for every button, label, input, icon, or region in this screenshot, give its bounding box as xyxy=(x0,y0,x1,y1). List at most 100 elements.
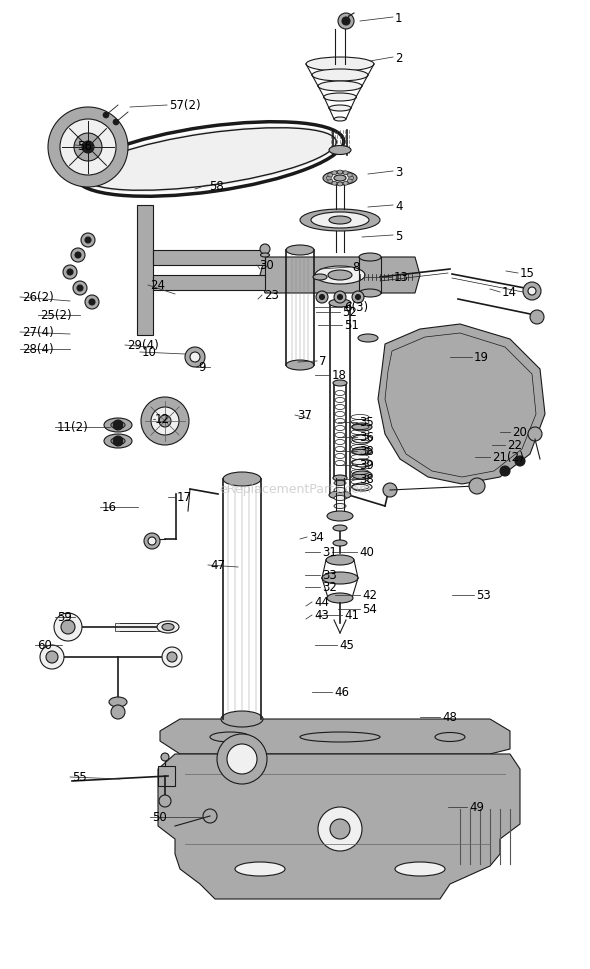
Ellipse shape xyxy=(334,481,346,486)
Ellipse shape xyxy=(312,70,368,82)
Text: 14: 14 xyxy=(502,286,517,299)
Circle shape xyxy=(162,647,182,668)
Text: 54: 54 xyxy=(362,603,377,616)
Circle shape xyxy=(320,296,325,300)
Ellipse shape xyxy=(334,488,346,493)
Circle shape xyxy=(167,652,177,663)
Ellipse shape xyxy=(329,146,351,155)
Polygon shape xyxy=(378,325,545,484)
Circle shape xyxy=(63,266,77,280)
Ellipse shape xyxy=(104,434,132,449)
Circle shape xyxy=(60,120,116,175)
Ellipse shape xyxy=(286,246,314,256)
Text: 5: 5 xyxy=(395,230,402,242)
Ellipse shape xyxy=(162,624,174,631)
Circle shape xyxy=(356,296,360,300)
Circle shape xyxy=(89,299,95,305)
Text: 25(2): 25(2) xyxy=(40,309,71,322)
Text: 1: 1 xyxy=(395,12,402,24)
Text: 2: 2 xyxy=(395,51,402,64)
Circle shape xyxy=(338,14,354,30)
Ellipse shape xyxy=(337,171,343,174)
Circle shape xyxy=(111,705,125,719)
Ellipse shape xyxy=(352,448,372,455)
Text: 11(2): 11(2) xyxy=(57,422,88,434)
Polygon shape xyxy=(158,754,520,899)
Ellipse shape xyxy=(352,459,372,467)
Ellipse shape xyxy=(221,711,263,728)
Text: 42: 42 xyxy=(362,589,377,602)
Text: 45: 45 xyxy=(339,639,354,652)
Text: 20: 20 xyxy=(512,426,527,439)
Ellipse shape xyxy=(329,299,351,308)
Ellipse shape xyxy=(349,176,353,181)
Circle shape xyxy=(46,651,58,664)
Circle shape xyxy=(203,809,217,823)
Text: 22: 22 xyxy=(507,439,522,452)
Text: 58: 58 xyxy=(209,179,224,192)
Text: 33: 33 xyxy=(322,569,337,582)
Circle shape xyxy=(73,282,87,296)
Circle shape xyxy=(85,296,99,310)
Text: 49: 49 xyxy=(469,800,484,814)
Text: 39: 39 xyxy=(359,459,374,472)
Ellipse shape xyxy=(343,182,348,186)
Polygon shape xyxy=(153,251,265,266)
Text: 9: 9 xyxy=(198,361,205,374)
Text: 56: 56 xyxy=(77,140,92,152)
Text: 55: 55 xyxy=(72,770,87,784)
Text: 23: 23 xyxy=(264,289,279,302)
Polygon shape xyxy=(158,766,175,786)
Circle shape xyxy=(113,421,123,430)
Text: 27(4): 27(4) xyxy=(22,327,54,339)
Ellipse shape xyxy=(332,172,337,175)
Text: 59: 59 xyxy=(57,610,72,624)
Circle shape xyxy=(190,353,200,362)
Ellipse shape xyxy=(223,473,261,486)
Polygon shape xyxy=(160,719,510,754)
Circle shape xyxy=(61,620,75,635)
Circle shape xyxy=(85,237,91,244)
Text: 53: 53 xyxy=(476,589,491,602)
Circle shape xyxy=(161,753,169,762)
Text: 35: 35 xyxy=(359,416,373,429)
Ellipse shape xyxy=(313,275,327,281)
Ellipse shape xyxy=(111,422,125,429)
Ellipse shape xyxy=(323,172,357,186)
Text: 28(4): 28(4) xyxy=(22,343,54,357)
Circle shape xyxy=(82,141,94,154)
Polygon shape xyxy=(137,205,153,335)
Text: 57(2): 57(2) xyxy=(169,100,201,112)
Circle shape xyxy=(383,484,397,497)
Circle shape xyxy=(103,112,109,119)
Circle shape xyxy=(113,437,123,447)
Text: 21(2): 21(2) xyxy=(492,451,524,464)
Text: 4: 4 xyxy=(395,200,402,212)
Ellipse shape xyxy=(322,573,358,584)
Text: 6(3): 6(3) xyxy=(344,301,368,314)
Text: 18: 18 xyxy=(332,369,347,382)
Ellipse shape xyxy=(352,435,372,444)
Text: 7: 7 xyxy=(319,355,326,368)
Ellipse shape xyxy=(157,621,179,634)
Ellipse shape xyxy=(315,266,365,285)
Circle shape xyxy=(113,120,119,126)
Text: 26(2): 26(2) xyxy=(22,292,54,304)
Ellipse shape xyxy=(333,381,347,387)
Ellipse shape xyxy=(328,180,333,184)
Ellipse shape xyxy=(359,290,381,297)
Circle shape xyxy=(54,613,82,641)
Circle shape xyxy=(217,735,267,784)
Ellipse shape xyxy=(327,593,353,604)
Text: 32: 32 xyxy=(322,580,337,594)
Circle shape xyxy=(71,249,85,263)
Text: 31: 31 xyxy=(322,546,337,559)
Ellipse shape xyxy=(326,555,354,566)
Circle shape xyxy=(337,296,343,300)
Bar xyxy=(115,623,160,632)
Circle shape xyxy=(227,744,257,774)
Text: 12: 12 xyxy=(155,413,170,426)
Ellipse shape xyxy=(311,213,369,229)
Text: 44: 44 xyxy=(314,596,329,609)
Ellipse shape xyxy=(235,862,285,876)
